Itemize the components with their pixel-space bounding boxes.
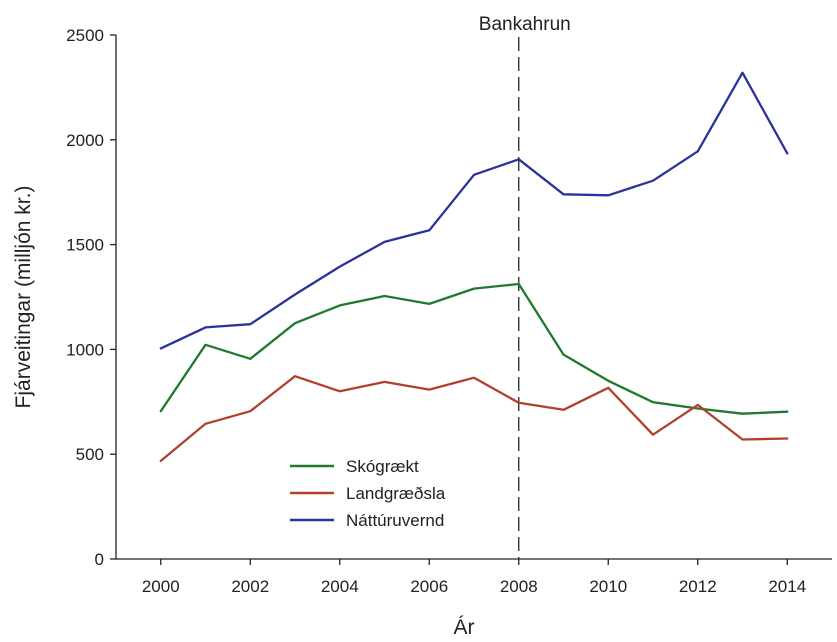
x-tick-label: 2002 [231,577,269,596]
y-tick-label: 0 [95,550,104,569]
x-tick-label: 2000 [142,577,180,596]
legend-label-landgraedsla: Landgræðsla [346,484,446,503]
y-tick-label: 2500 [66,26,104,45]
legend: Skógrækt Landgræðsla Náttúruvernd [290,457,446,530]
series-line-skograekt [159,282,789,415]
x-tick-label: 2004 [321,577,359,596]
bankahrun-label: Bankahrun [479,14,571,35]
y-axis-label: Fjárveitingar (milljón kr.) [12,186,35,409]
series-line-natturuvernd [159,71,789,350]
y-tick-label: 1500 [66,236,104,255]
legend-label-skograekt: Skógrækt [346,457,419,476]
x-axis-label: Ár [454,616,475,639]
x-tick-label: 2012 [679,577,717,596]
y-ticks: 0 500 1000 1500 2000 2500 [66,26,116,569]
x-tick-label: 2010 [589,577,627,596]
y-tick-label: 500 [76,445,104,464]
x-tick-label: 2014 [768,577,806,596]
y-tick-label: 1000 [66,340,104,359]
legend-label-natturuvernd: Náttúruvernd [346,511,444,530]
x-tick-label: 2008 [500,577,538,596]
axes [115,35,832,560]
annotations: Bankahrun [479,14,571,559]
series-line-landgraedsla [159,375,789,463]
x-tick-label: 2006 [410,577,448,596]
x-ticks: 2000 2002 2004 2006 2008 2010 2012 2014 [142,559,806,596]
y-tick-label: 2000 [66,131,104,150]
series-lines [159,71,789,463]
